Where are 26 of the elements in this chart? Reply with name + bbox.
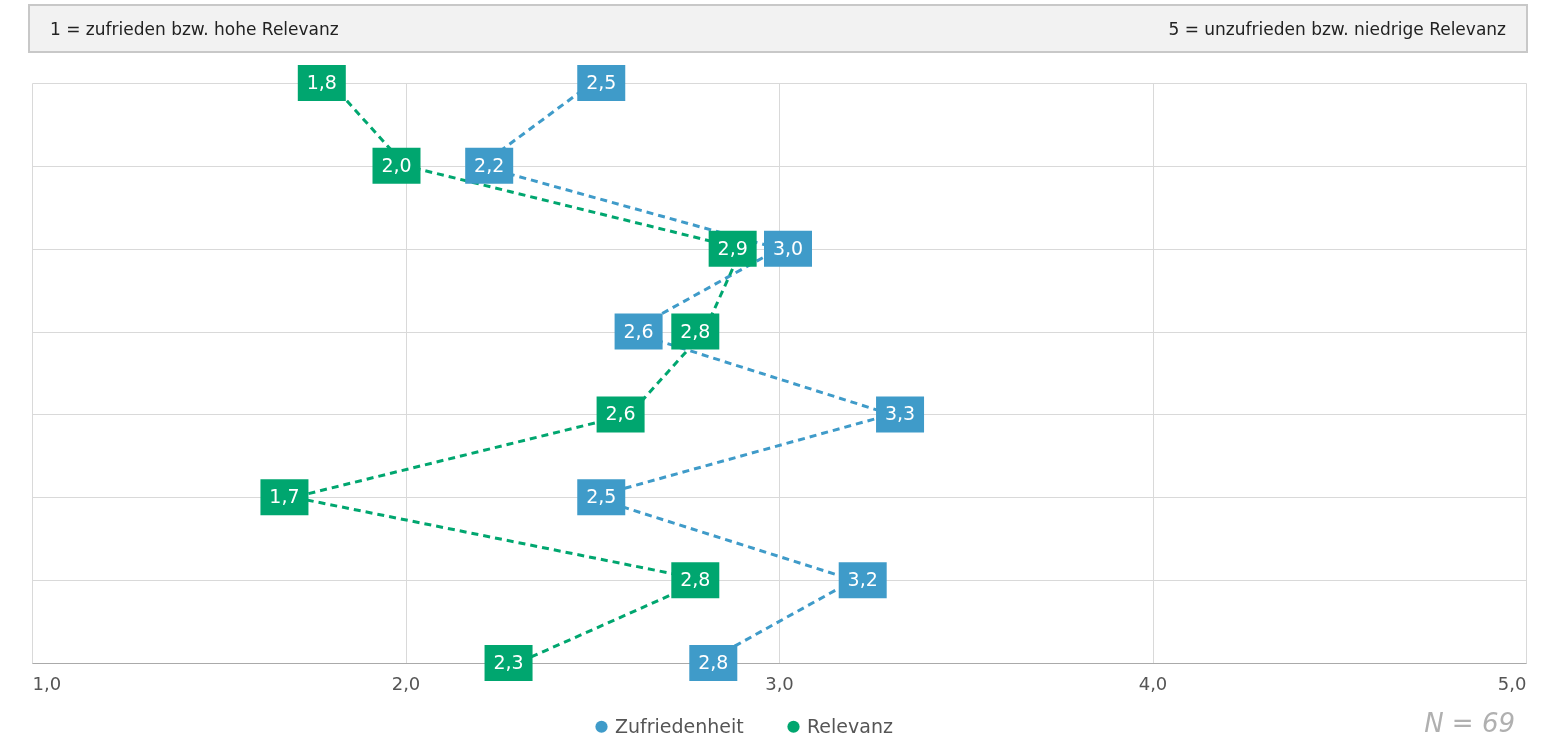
data-label: 2,8 — [698, 651, 729, 673]
data-label: 2,6 — [605, 402, 636, 425]
data-label: 1,7 — [269, 485, 300, 508]
data-label: 2,2 — [474, 153, 505, 176]
text: 5 = unzufrieden bzw. niedrige Relevanz — [1168, 19, 1506, 39]
data-label: 2,5 — [586, 485, 617, 508]
data-label: 2,0 — [381, 153, 412, 176]
data-label: 2,6 — [623, 319, 654, 342]
x-tick-label: 2,0 — [391, 672, 421, 694]
data-label: 3,0 — [772, 236, 804, 259]
data-label: 2,8 — [680, 568, 711, 591]
x-tick-label: 5,0 — [1497, 672, 1527, 694]
data-label: 2,8 — [680, 319, 711, 342]
data-label: 1,8 — [306, 71, 337, 93]
data-label: 2,5 — [586, 71, 617, 93]
data-label: 2,9 — [717, 236, 748, 259]
x-tick-label: 3,0 — [765, 672, 794, 694]
text: 1 = zufrieden bzw. hohe Relevanz — [50, 19, 339, 39]
data-label: 3,3 — [884, 402, 916, 425]
legend-label: Zufriedenheit — [615, 714, 744, 737]
x-tick-label: 1,0 — [32, 672, 62, 694]
legend-label: Relevanz — [807, 714, 893, 737]
text: N = 69 — [1424, 708, 1515, 738]
data-label: 3,2 — [847, 568, 878, 591]
x-tick-label: 4,0 — [1138, 672, 1168, 694]
data-label: 2,3 — [493, 651, 524, 673]
